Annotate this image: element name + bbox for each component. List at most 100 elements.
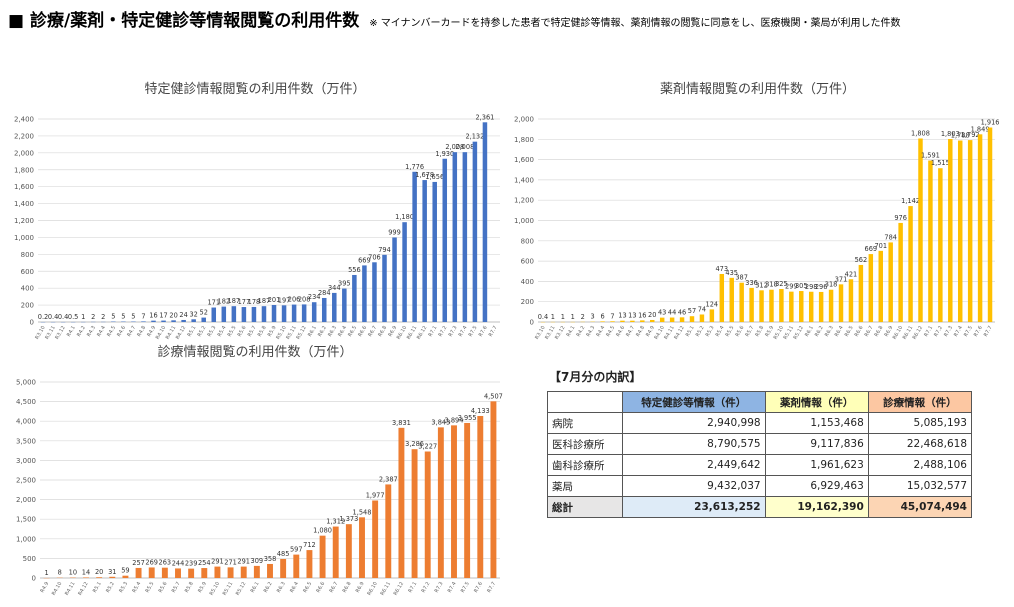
data-label: 187 (258, 297, 271, 305)
data-label: 59 (121, 567, 129, 575)
bar (141, 321, 146, 322)
bar (482, 122, 488, 322)
x-tick-label: R6.5 (302, 581, 313, 594)
data-label: 13 (628, 312, 636, 320)
cell-tokutei: 8,790,575 (622, 433, 766, 455)
x-tick-label: R5.11 (222, 581, 235, 597)
data-label: 0.4 (58, 313, 69, 321)
bar (838, 284, 844, 322)
bar (928, 160, 933, 322)
x-tick-label: R4.12 (77, 581, 90, 597)
data-label: 3,843 (431, 418, 450, 426)
x-tick-label: R6.1 (250, 581, 261, 594)
bar (96, 577, 103, 578)
data-label: 473 (715, 265, 728, 273)
bar (271, 304, 277, 322)
bar (709, 309, 715, 322)
bar (227, 567, 234, 578)
x-tick-label: R5.9 (267, 325, 278, 338)
bar (908, 206, 913, 322)
bar (251, 306, 257, 322)
y-tick-label: 2,000 (514, 116, 534, 124)
data-label: 395 (338, 280, 351, 288)
data-label: 20 (95, 568, 103, 576)
x-tick-label: R4.2 (576, 325, 587, 338)
data-label: 0.4 (538, 313, 549, 321)
data-label: 178 (248, 298, 261, 306)
row-label: 病院 (547, 412, 623, 434)
data-label: 312 (755, 281, 768, 289)
x-tick-label: R4.3 (86, 325, 97, 338)
bar (211, 307, 217, 322)
bar (122, 575, 129, 578)
data-label: 2,387 (379, 475, 398, 483)
data-label: 5 (111, 313, 115, 321)
y-tick-label: 1,500 (16, 516, 36, 524)
bar (424, 451, 431, 578)
bar (808, 291, 814, 322)
data-label: 1,849 (971, 125, 990, 133)
header-shinryo: 診療情報（件） (867, 391, 973, 413)
y-tick-label: 1,200 (514, 197, 534, 205)
x-tick-label: R6.9 (884, 325, 895, 338)
data-label: 1,142 (901, 197, 920, 205)
data-label: 556 (348, 266, 361, 274)
x-tick-label: R7.3 (434, 581, 445, 594)
x-tick-label: R6.6 (854, 325, 865, 338)
y-tick-label: 400 (21, 285, 34, 293)
data-label: 201 (268, 296, 281, 304)
data-label: 254 (198, 559, 211, 567)
bar (151, 320, 156, 322)
data-label: 171 (207, 299, 220, 307)
breakdown-section: 【7月分の内訳】 特定健診等情報（件） 薬剤情報（件） 診療情報（件） 病院 2… (547, 368, 977, 518)
data-label: 4,507 (484, 392, 503, 400)
x-tick-label: R5.7 (171, 581, 182, 594)
y-tick-label: 1,400 (14, 200, 34, 208)
table-row: 医科診療所 8,790,575 9,117,836 22,468,618 (547, 433, 973, 455)
bar (828, 289, 834, 322)
cell-yakuzai: 1,153,468 (764, 412, 869, 434)
x-tick-label: R6.6 (315, 581, 326, 594)
tokutei-chart: 特定健診情報閲覧の利用件数（万件） 0 200 400 600 800 1,000 1,200… (14, 81, 500, 341)
y-tick-label: 0 (530, 319, 534, 327)
bar (253, 565, 260, 578)
bar (385, 484, 392, 578)
x-tick-label: R7.2 (421, 581, 432, 594)
bar (977, 134, 983, 322)
x-tick-label: R5.3 (207, 325, 218, 338)
x-tick-label: R6.11 (380, 581, 393, 597)
x-tick-label: R5.5 (145, 581, 156, 594)
bar (240, 566, 247, 578)
x-tick-label: R5.9 (764, 325, 775, 338)
y-tick-label: 1,800 (514, 136, 534, 144)
cell-shinryo: 15,032,577 (867, 475, 973, 497)
bar (345, 524, 352, 578)
data-label: 435 (725, 269, 738, 277)
chart-title: 特定健診情報閲覧の利用件数（万件） (144, 81, 365, 97)
x-tick-label: R7.3 (943, 325, 954, 338)
x-tick-label: R6.3 (276, 581, 287, 594)
bar (261, 306, 267, 322)
data-label: 784 (884, 233, 897, 241)
data-label: 2,132 (465, 133, 484, 141)
bar (739, 282, 744, 322)
bar (967, 140, 973, 322)
data-label: 1,916 (981, 119, 1000, 127)
y-tick-label: 2,500 (16, 477, 36, 485)
data-label: 8 (58, 569, 62, 577)
x-tick-label: R7.2 (438, 325, 449, 338)
x-tick-label: R7.3 (448, 325, 459, 338)
x-tick-label: R7.1 (428, 325, 439, 338)
x-tick-label: R6.9 (387, 325, 398, 338)
x-tick-label: R4.12 (175, 325, 188, 341)
bar (191, 319, 196, 322)
x-tick-label: R4.4 (595, 325, 606, 338)
bar (402, 222, 407, 322)
x-tick-label: R6.7 (329, 581, 340, 594)
y-tick-label: 1,800 (14, 166, 34, 174)
x-tick-label: R7.1 (923, 325, 934, 338)
data-label: 1,792 (961, 131, 980, 139)
data-label: 669 (865, 245, 878, 253)
data-label: 271 (224, 558, 237, 566)
x-tick-label: R6.7 (367, 325, 378, 338)
